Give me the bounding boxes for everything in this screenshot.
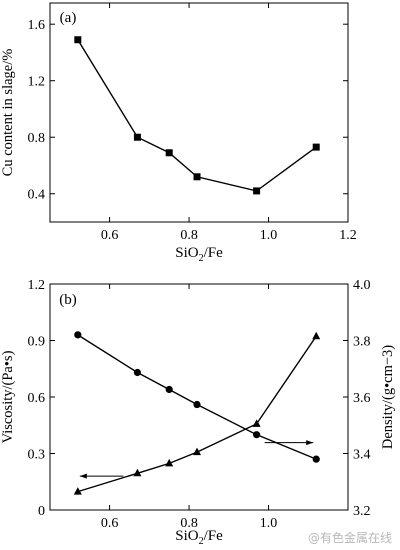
panel-a-y-tick-label: 1.2 xyxy=(28,75,46,90)
panel-b-x-tick-label: 0.6 xyxy=(101,516,119,531)
panel-a-y-tick-label: 0.4 xyxy=(28,188,46,203)
panel-b-left-y-tick-label: 0.6 xyxy=(28,391,46,406)
panel-a-frame xyxy=(49,2,349,223)
panel-b-right-y-tick-label: 3.8 xyxy=(353,335,371,350)
panel-b-viscosity-point xyxy=(74,331,82,339)
panel-b-x-tick-label: 1.0 xyxy=(260,516,278,531)
panel-b-label: (b) xyxy=(59,292,77,308)
panel-b-right-y-tick-label: 3.4 xyxy=(353,448,371,463)
panel-b-density-point xyxy=(312,331,321,340)
panel-b-left-y-tick-label: 1.2 xyxy=(28,278,46,293)
panel-a-data-point xyxy=(165,149,173,157)
panel-b-right-y-tick-label: 3.6 xyxy=(353,391,371,406)
panel-a-x-tick-label: 1.2 xyxy=(339,228,357,243)
panel-b-viscosity-point xyxy=(193,400,201,409)
panel-a-series-line xyxy=(77,39,317,192)
panel-b-viscosity-point xyxy=(165,385,173,394)
panel-b-left-y-axis-label: Viscosity/(Pa•s) xyxy=(0,350,16,443)
panel-a-data-point xyxy=(74,36,82,44)
panel-b-density-point xyxy=(133,468,142,477)
panel-b-arrow-left-head xyxy=(79,473,87,479)
panel-a-y-tick-label: 1.6 xyxy=(28,18,46,33)
panel-b-density-point xyxy=(252,419,261,427)
panel-a-label: (a) xyxy=(60,10,77,26)
panel-b-right-y-tick-label: 3.2 xyxy=(353,504,371,519)
panel-a-x-tick-label: 1.0 xyxy=(260,228,278,243)
panel-b-density-point xyxy=(73,487,82,495)
panel-b-x-tick-label: 0.8 xyxy=(180,516,198,531)
panel-b-arrow-right-head xyxy=(306,440,314,446)
panel-b-left-y-tick-label: 0.9 xyxy=(28,335,46,350)
panel-b-viscosity-point xyxy=(253,431,261,439)
panel-b-right-y-axis-label: Density/(g•cm−3) xyxy=(380,345,396,449)
panel-b-left-y-tick-label: 0.3 xyxy=(28,448,46,463)
panel-a-y-axis-label: Cu content in slage/% xyxy=(0,49,16,177)
panel-b-density-point xyxy=(193,447,202,456)
watermark: @有色金属在线 xyxy=(307,531,392,545)
panel-a-y-tick-label: 0.8 xyxy=(28,131,46,146)
panel-a-data-point xyxy=(312,143,320,151)
panel-a-data-point xyxy=(253,187,261,195)
panel-a-x-tick-label: 0.8 xyxy=(180,228,198,243)
panel-a-data-point xyxy=(133,133,141,141)
panel-b-left-y-tick-label: 0 xyxy=(38,504,45,519)
panel-a-data-point xyxy=(193,173,201,181)
panel-b-density-point xyxy=(165,458,174,467)
panel-b-right-y-tick-label: 4.0 xyxy=(353,278,371,293)
panel-b-viscosity-line xyxy=(77,334,317,460)
panel-a-x-axis-label: SiO2/Fe xyxy=(175,245,223,264)
panel-b-viscosity-point xyxy=(133,368,142,377)
panel-b-x-axis-label: SiO2/Fe xyxy=(175,528,223,547)
panel-a-x-tick-label: 0.6 xyxy=(101,228,119,243)
panel-b-viscosity-point xyxy=(312,455,320,463)
panel-b-density-line xyxy=(77,335,317,493)
